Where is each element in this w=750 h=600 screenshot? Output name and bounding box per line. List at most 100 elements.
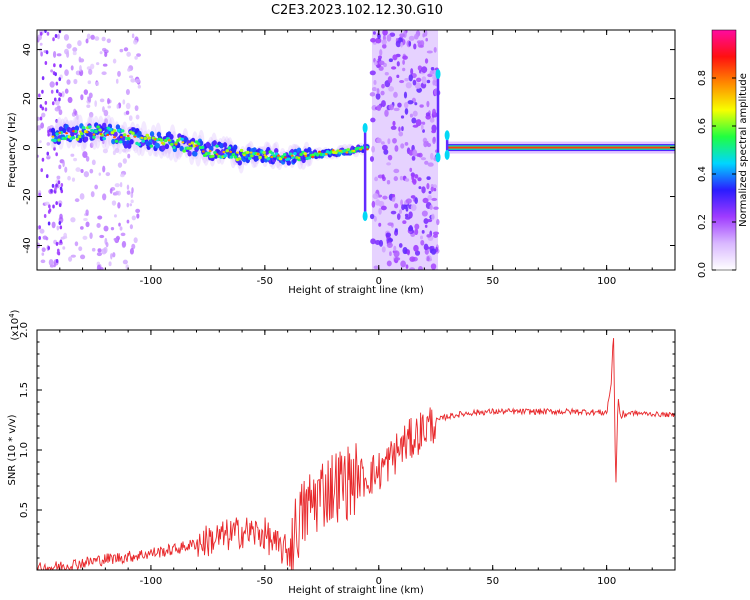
noise-speck xyxy=(399,79,405,84)
noise-speck xyxy=(39,228,45,234)
trace-core xyxy=(180,137,184,141)
noise-speck xyxy=(64,88,69,94)
trace-core xyxy=(112,129,117,133)
noise-speck xyxy=(421,66,428,73)
snr-ticks: -100 -50 0 50 100 0.5 1.0 1.5 2.0 xyxy=(19,322,676,587)
noise-speck xyxy=(56,225,60,231)
spectrogram-ylabel: Frequency (Hz) xyxy=(7,112,18,188)
trace-core xyxy=(127,136,131,141)
noise-speck xyxy=(46,31,50,36)
noise-speck xyxy=(61,91,65,98)
noise-speck xyxy=(408,211,413,219)
noise-speck xyxy=(380,90,385,96)
noise-speck xyxy=(400,260,406,268)
trace-blob xyxy=(129,138,134,145)
noise-speck xyxy=(37,125,42,131)
noise-speck xyxy=(427,194,432,201)
noise-speck xyxy=(425,112,431,117)
noise-speck xyxy=(135,78,141,84)
noise-speck xyxy=(433,46,437,53)
noise-speck xyxy=(126,51,131,57)
trace-core xyxy=(149,144,154,148)
noise-speck xyxy=(107,105,112,109)
vertical-spike-end xyxy=(435,152,441,163)
noise-speck xyxy=(423,141,428,148)
noise-speck xyxy=(398,131,404,137)
vertical-spike-end xyxy=(444,130,450,141)
noise-speck xyxy=(415,119,422,127)
noise-speck xyxy=(400,41,403,48)
noise-speck xyxy=(388,86,395,92)
noise-speck xyxy=(39,116,43,121)
trace-blob xyxy=(113,131,118,138)
trace-peak xyxy=(65,132,69,135)
noise-speck xyxy=(431,213,435,220)
trace-core xyxy=(55,132,59,136)
noise-speck xyxy=(432,231,440,235)
noise-speck xyxy=(131,33,135,39)
noise-speck xyxy=(53,97,57,102)
trace-peak xyxy=(174,143,178,146)
noise-speck xyxy=(55,201,58,206)
trace-core xyxy=(122,133,127,137)
noise-speck xyxy=(410,195,416,199)
noise-speck xyxy=(48,204,51,209)
noise-speck xyxy=(119,182,123,188)
trace-core xyxy=(297,157,301,162)
noise-speck xyxy=(58,77,62,82)
trace-core xyxy=(81,126,86,130)
noise-speck xyxy=(85,155,90,162)
noise-speck xyxy=(433,206,439,210)
noise-speck xyxy=(373,80,377,85)
trace-core xyxy=(102,137,107,141)
trace-blob xyxy=(74,125,80,132)
noise-speck xyxy=(388,58,393,63)
trace-blob xyxy=(193,151,198,157)
spectrogram-xlabel: Height of straight line (km) xyxy=(288,285,424,296)
noise-speck xyxy=(400,199,403,206)
trace-peak xyxy=(133,135,137,138)
noise-speck xyxy=(369,70,376,76)
noise-speck xyxy=(433,136,436,142)
x-tick-label: 50 xyxy=(486,576,499,587)
noise-speck xyxy=(412,178,417,185)
noise-speck xyxy=(55,258,59,263)
noise-speck xyxy=(128,115,133,121)
noise-speck xyxy=(44,201,50,206)
noise-speck xyxy=(59,239,63,244)
noise-speck xyxy=(401,204,405,211)
noise-speck xyxy=(379,60,385,66)
noise-speck xyxy=(94,184,99,190)
trace-core xyxy=(299,152,303,157)
noise-speck xyxy=(413,43,417,50)
trace-core xyxy=(170,142,174,147)
trace-core xyxy=(346,148,351,152)
noise-speck xyxy=(127,67,131,72)
noise-speck xyxy=(416,153,421,157)
colorbar-tick-label: 0.4 xyxy=(697,166,708,182)
noise-speck xyxy=(125,102,131,110)
trace-core xyxy=(227,146,232,150)
noise-speck xyxy=(409,113,413,118)
noise-speck xyxy=(431,197,438,201)
noise-speck xyxy=(430,186,435,192)
noise-speck xyxy=(401,126,404,132)
noise-speck xyxy=(405,82,412,89)
noise-speck xyxy=(422,33,425,38)
noise-speck xyxy=(70,65,74,71)
noise-speck xyxy=(129,247,134,255)
trace-blob xyxy=(209,145,214,152)
noise-speck xyxy=(83,217,88,222)
noise-speck xyxy=(373,61,378,66)
trace-peak xyxy=(126,134,130,137)
noise-speck xyxy=(426,100,430,108)
trace-blob xyxy=(233,144,238,151)
noise-speck xyxy=(387,138,391,145)
noise-speck xyxy=(432,233,438,238)
noise-speck xyxy=(74,110,78,116)
figure-title: C2E3.2023.102.12.30.G10 xyxy=(271,3,443,18)
noise-speck xyxy=(59,213,63,220)
noise-speck xyxy=(390,125,397,130)
noise-speck xyxy=(73,78,78,85)
trace-core xyxy=(57,138,61,142)
